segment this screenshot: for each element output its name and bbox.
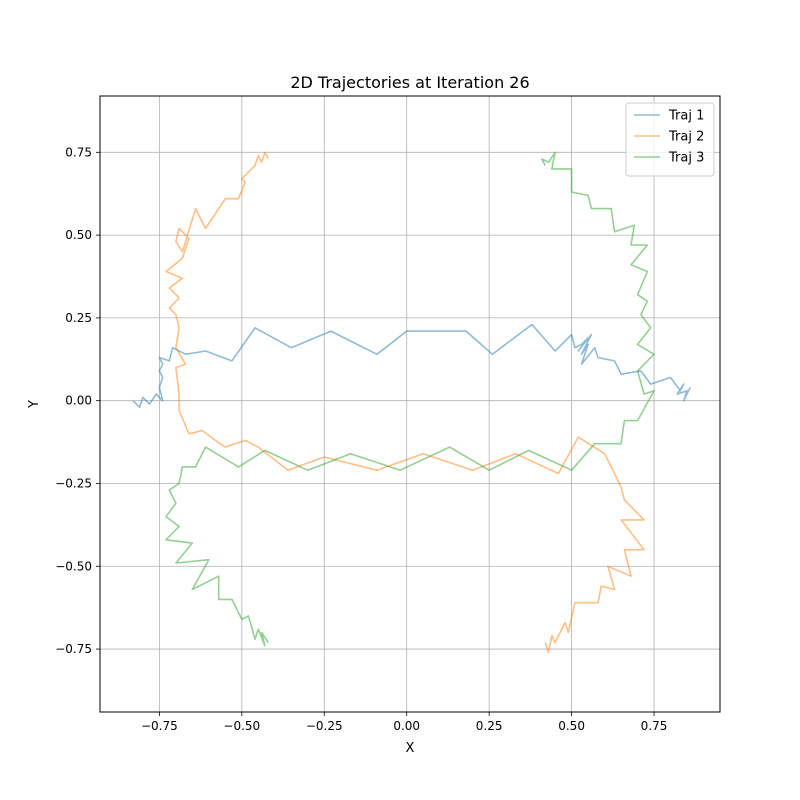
series-line-traj-3 [165, 151, 655, 647]
legend-label: Traj 1 [668, 109, 704, 124]
x-axis-ticks: −0.75 −0.50 −0.25 0.00 0.25 0.50 0.75 [141, 712, 667, 733]
plot-frame [99, 95, 721, 713]
y-tick-label: 0.50 [65, 228, 92, 242]
y-axis-ticks: −0.75 −0.50 −0.25 0.00 0.25 0.50 0.75 [55, 145, 100, 656]
y-tick-label: −0.50 [55, 559, 92, 573]
legend: Traj 1 Traj 2 Traj 3 [625, 102, 715, 177]
chart-title: 2D Trajectories at Iteration 26 [290, 73, 529, 92]
x-axis-label: X [406, 741, 415, 756]
x-tick-label: 0.50 [558, 719, 585, 733]
grid-lines [100, 96, 720, 712]
y-tick-label: 0.75 [65, 145, 92, 159]
y-tick-label: −0.75 [55, 642, 92, 656]
y-tick-label: 0.25 [65, 311, 92, 325]
x-tick-label: 0.25 [476, 719, 503, 733]
x-tick-label: 0.75 [641, 719, 668, 733]
y-tick-label: −0.25 [55, 476, 92, 490]
x-tick-label: 0.00 [393, 719, 420, 733]
y-axis-label: Y [27, 400, 42, 409]
series-lines [132, 151, 692, 654]
x-tick-label: −0.50 [223, 719, 260, 733]
x-tick-label: −0.25 [306, 719, 343, 733]
legend-label: Traj 3 [668, 151, 704, 166]
series-line-traj-1 [132, 323, 692, 409]
y-tick-label: 0.00 [65, 394, 92, 408]
x-tick-label: −0.75 [141, 719, 178, 733]
legend-label: Traj 2 [668, 130, 704, 145]
series-line-traj-2 [165, 151, 645, 654]
